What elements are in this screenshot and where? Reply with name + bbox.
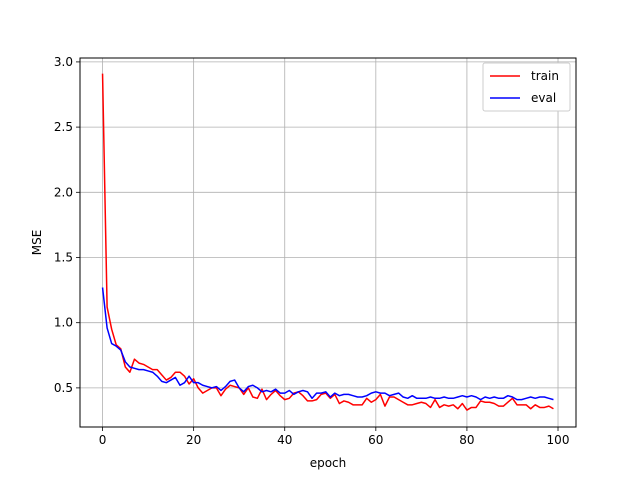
legend-eval-label: eval xyxy=(531,91,556,105)
plot-area xyxy=(80,58,576,427)
x-tick-label: 100 xyxy=(547,433,570,447)
legend: train eval xyxy=(482,62,571,112)
x-tick-label: 20 xyxy=(186,433,201,447)
x-tick-label: 60 xyxy=(368,433,383,447)
x-tick-label: 80 xyxy=(459,433,474,447)
y-tick-label: 1.0 xyxy=(54,316,73,330)
y-tick-label: 2.5 xyxy=(54,120,73,134)
plot-frame xyxy=(79,57,577,428)
series-line-eval xyxy=(101,287,554,401)
x-axis-label: epoch xyxy=(310,456,347,470)
grid-lines xyxy=(80,58,576,427)
y-tick-label: 2.0 xyxy=(54,185,73,199)
series-lines xyxy=(101,73,554,411)
y-tick-label: 1.5 xyxy=(54,250,73,264)
legend-box xyxy=(482,62,571,112)
series-line-train xyxy=(101,73,554,411)
x-tick-label: 0 xyxy=(99,433,107,447)
x-tick-label: 40 xyxy=(277,433,292,447)
y-tick-label: 0.5 xyxy=(54,381,73,395)
axis-ticks: 0 20 40 60 80 100 0.5 1.0 1.5 2.0 2.5 3.0 xyxy=(54,55,570,447)
y-axis-label: MSE xyxy=(30,230,44,256)
y-tick-label: 3.0 xyxy=(54,55,73,69)
legend-train-label: train xyxy=(531,69,559,83)
